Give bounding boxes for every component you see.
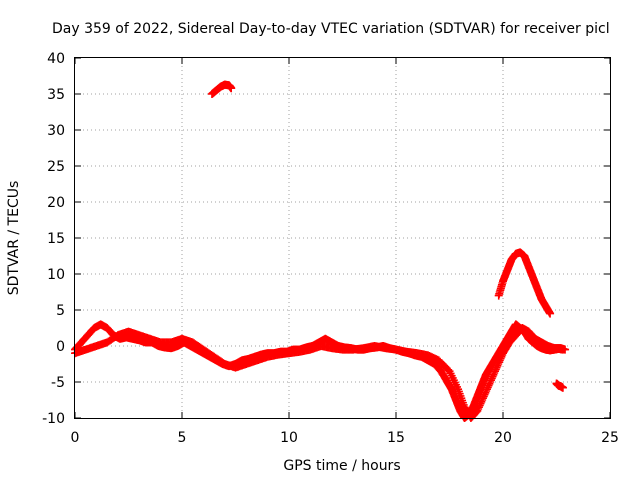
x-tick-label: 20	[494, 430, 512, 446]
y-tick-label: 10	[47, 267, 65, 283]
data-point	[227, 84, 236, 93]
x-tick-label: 15	[387, 430, 405, 446]
data-point	[561, 345, 570, 354]
y-tick-label: -10	[42, 411, 65, 427]
series-trace-tail	[552, 379, 567, 392]
y-tick-label: 15	[47, 231, 65, 247]
data-point	[558, 383, 567, 392]
plot-frame	[74, 57, 611, 419]
chart-title: Day 359 of 2022, Sidereal Day-to-day VTE…	[52, 21, 610, 37]
series-trace-high	[207, 80, 236, 98]
x-tick-label: 0	[71, 430, 80, 446]
y-tick-label: 25	[47, 159, 65, 175]
y-axis-label: SDTVAR / TECUs	[6, 181, 22, 296]
y-tick-label: 5	[56, 303, 65, 319]
data-layer	[71, 80, 570, 422]
y-tick-label: 0	[56, 339, 65, 355]
y-tick-label: 20	[47, 195, 65, 211]
y-tick-label: 35	[47, 87, 65, 103]
data-point	[546, 309, 555, 318]
series-trace-main-b	[71, 324, 570, 422]
y-tick-label: 30	[47, 123, 65, 139]
grid-layer	[75, 58, 610, 418]
y-tick-label: 40	[47, 51, 65, 67]
y-tick-label: -5	[51, 375, 65, 391]
x-tick-label: 5	[178, 430, 187, 446]
x-axis-label: GPS time / hours	[283, 458, 400, 474]
tick-layer: 0 5 10 15 20 25 -10 -5 0 5 10 15 20 25 30 35 40	[42, 51, 619, 446]
x-tick-label: 10	[280, 430, 298, 446]
series-trace-late-bump	[494, 248, 555, 318]
x-tick-label: 25	[601, 430, 619, 446]
